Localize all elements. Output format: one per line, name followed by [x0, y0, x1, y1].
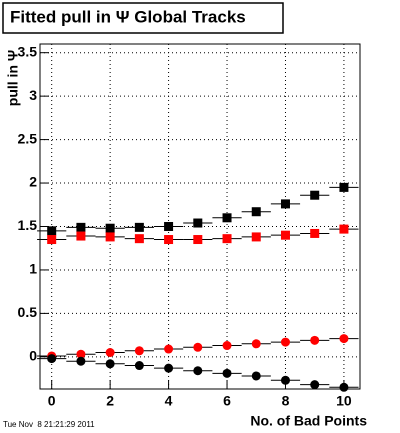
point — [193, 218, 203, 228]
y-tick-label: 1.5 — [18, 217, 38, 233]
y-tick-label: 2 — [29, 174, 37, 190]
y-tick-label: 3 — [29, 87, 37, 103]
point — [105, 232, 115, 242]
title-box — [2, 2, 284, 34]
x-tick-label: 4 — [165, 393, 173, 409]
point — [222, 213, 232, 223]
y-tick-label: 0.5 — [18, 304, 38, 320]
point — [251, 207, 261, 217]
point — [134, 346, 144, 356]
x-tick-label: 8 — [282, 393, 290, 409]
point — [105, 348, 115, 358]
point — [134, 361, 144, 371]
point — [280, 375, 290, 385]
point — [251, 371, 261, 381]
y-tick-label: 2.5 — [18, 130, 38, 146]
y-axis-label: pull in Ψ — [5, 50, 21, 106]
point — [339, 224, 349, 234]
point — [222, 234, 232, 244]
point — [193, 366, 203, 376]
x-tick-label: 6 — [223, 393, 231, 409]
y-tick-label: 3.5 — [18, 43, 38, 59]
point — [339, 182, 349, 192]
point — [134, 222, 144, 232]
y-tick-label: 1 — [29, 261, 37, 277]
point — [164, 221, 174, 231]
point — [134, 234, 144, 244]
plot-frame — [39, 43, 361, 390]
point — [164, 344, 174, 354]
point — [193, 342, 203, 352]
chart-title: Fitted pull in Ψ Global Tracks — [10, 7, 246, 26]
point — [280, 230, 290, 240]
x-tick-label: 2 — [106, 393, 114, 409]
point — [222, 341, 232, 351]
point — [193, 235, 203, 245]
point — [76, 356, 86, 366]
point — [105, 223, 115, 233]
x-tick-label: 0 — [48, 393, 56, 409]
x-axis-label: No. of Bad Points — [250, 413, 367, 429]
y-tick-label: 0 — [29, 348, 37, 364]
point — [105, 359, 115, 369]
point — [222, 368, 232, 378]
point — [280, 199, 290, 209]
point — [251, 339, 261, 349]
point — [76, 231, 86, 241]
point — [76, 222, 86, 232]
point — [310, 190, 320, 200]
timestamp: Tue Nov 8 21:21:29 2011 — [3, 420, 95, 429]
point — [47, 235, 57, 245]
point — [164, 363, 174, 373]
point — [280, 337, 290, 347]
point — [339, 334, 349, 344]
point — [339, 382, 349, 392]
point — [164, 235, 174, 245]
point — [310, 380, 320, 390]
x-tick-label: 10 — [336, 393, 352, 409]
point — [310, 335, 320, 345]
point — [310, 228, 320, 238]
point — [47, 354, 57, 364]
point — [47, 226, 57, 236]
point — [76, 349, 86, 359]
point — [251, 232, 261, 242]
